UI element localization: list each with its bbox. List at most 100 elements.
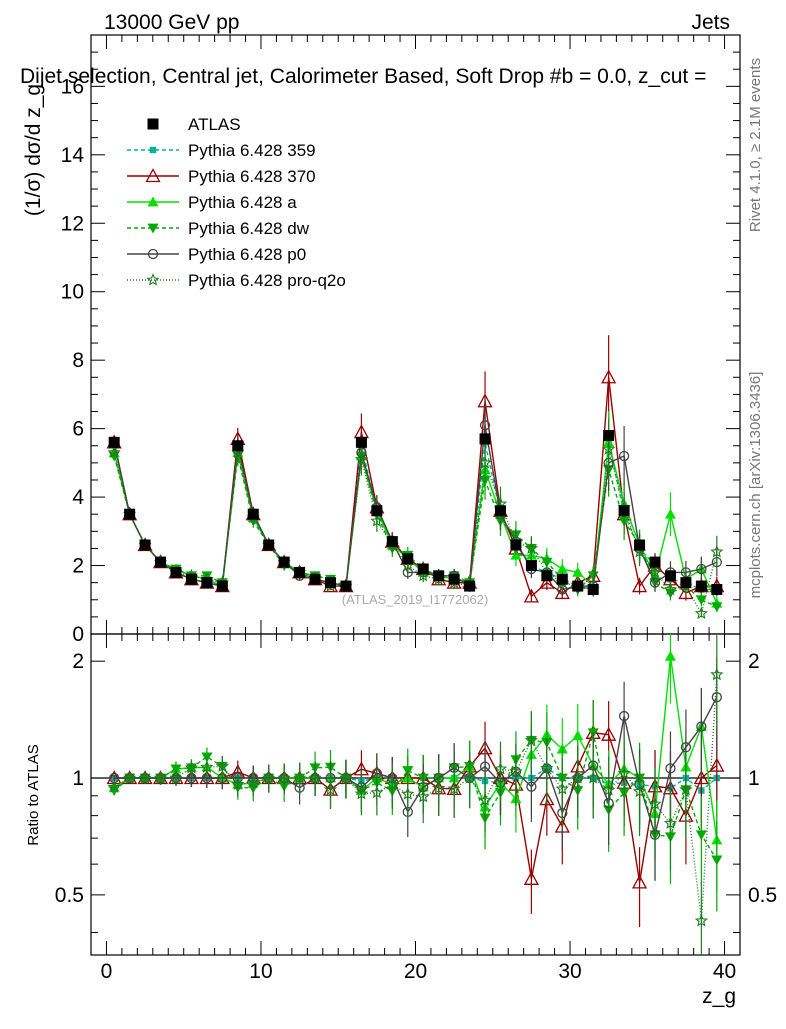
pythia-6-428-pro-q2o-ratio-point	[262, 771, 276, 784]
legend-entry-pythia-6-428-a: Pythia 6.428 a	[127, 193, 297, 212]
main-y-tick-label: 0	[72, 623, 84, 646]
pythia-6-428-pro-q2o-ratio-point	[586, 771, 600, 784]
pythia-6-428-370-ratio-point	[631, 874, 648, 889]
x-tick-label: 10	[249, 960, 272, 983]
atlas-point	[278, 556, 290, 568]
pythia-6-428-pro-q2o-point	[354, 452, 369, 466]
x-tick-label: 30	[558, 960, 581, 983]
atlas-point	[649, 556, 661, 568]
pythia-6-428-pro-q2o-point	[710, 544, 724, 558]
pythia-6-428-pro-q2o-ratio-point	[123, 771, 137, 784]
pythia-6-428-pro-q2o-ratio-point	[602, 783, 616, 796]
atlas-point	[325, 577, 337, 589]
atlas-point	[603, 429, 615, 441]
atlas-point	[464, 580, 476, 592]
atlas-point	[170, 566, 182, 578]
pythia-6-428-pro-q2o-ratio-point	[231, 777, 245, 790]
atlas-point	[386, 536, 398, 548]
atlas-point	[695, 580, 707, 592]
pythia-6-428-pro-q2o-ratio-point	[416, 789, 430, 803]
main-y-tick-label: 2	[72, 555, 84, 578]
pythia-6-428-370-point	[631, 578, 648, 593]
mcplots-label: mcplots.cern.ch [arXiv:1306.3436]	[747, 372, 764, 599]
atlas-point	[355, 436, 367, 448]
atlas-point	[155, 556, 167, 568]
pythia-6-428-pro-q2o-point	[663, 582, 678, 596]
pythia-6-428-a-ratio-point	[572, 730, 584, 741]
pythia-6-428-370-line	[113, 377, 717, 598]
atlas-point	[680, 577, 692, 589]
pythia-6-428-pro-q2o-ratio-point	[169, 771, 183, 784]
pythia-6-428-p0-point	[479, 420, 491, 431]
atlas-point	[711, 584, 723, 596]
atlas-point	[634, 539, 646, 551]
pythia-6-428-dw-point	[541, 557, 553, 568]
rivet-version-label: Rivet 4.1.0, ≥ 2.1M events	[747, 58, 764, 232]
pythia-6-428-a-ratio-point	[664, 650, 676, 661]
pythia-6-428-pro-q2o-ratio-point	[138, 771, 152, 784]
atlas-point	[433, 570, 445, 582]
atlas-point	[587, 584, 599, 596]
pythia-6-428-p0-ratio-point	[618, 710, 630, 722]
pythia-6-428-pro-q2o-point	[524, 541, 538, 555]
pythia-6-428-pro-q2o-ratio-point	[246, 775, 260, 789]
main-y-tick-label: 16	[61, 75, 84, 98]
atlas-point	[572, 580, 584, 592]
atlas-point	[618, 505, 630, 517]
pythia-6-428-pro-q2o-ratio-point	[462, 771, 477, 784]
legend-marker-atlas	[147, 118, 159, 130]
ratio-y-tick-label: 1	[72, 767, 84, 790]
pythia-6-428-a-ratio-line	[113, 656, 718, 841]
y-axis-label-ratio: Ratio to ATLAS	[25, 744, 42, 845]
x-tick-label: 20	[404, 960, 427, 983]
pythia-6-428-pro-q2o-ratio-point	[323, 782, 338, 796]
energy-label: 13000 GeV pp	[104, 11, 239, 34]
pythia-6-428-dw-ratio-point	[201, 752, 213, 763]
atlas-point	[216, 580, 228, 592]
pythia-6-428-pro-q2o-ratio-point	[385, 777, 399, 790]
pythia-6-428-pro-q2o-ratio-point	[354, 786, 369, 800]
pythia-6-428-pro-q2o-point	[370, 514, 384, 527]
pythia-6-428-pro-q2o-ratio-point	[293, 771, 307, 784]
pythia-6-428-a-point	[510, 549, 522, 560]
pythia-6-428-pro-q2o-ratio-point	[432, 781, 446, 794]
atlas-point	[108, 436, 120, 448]
x-tick-label: 0	[101, 960, 113, 983]
atlas-point	[232, 440, 244, 452]
atlas-point	[124, 508, 136, 520]
atlas-point	[371, 505, 383, 517]
analysis-watermark: (ATLAS_2019_I1772062)	[342, 592, 488, 607]
legend-marker-pythia-6-428-a	[147, 196, 159, 207]
plot-title: Dijet selection, Central jet, Calorimete…	[20, 65, 706, 88]
atlas-point	[494, 505, 506, 517]
pythia-6-428-a-point	[572, 566, 584, 577]
pythia-6-428-dw-point	[587, 571, 599, 582]
legend-marker-pythia-6-428-p0	[147, 248, 159, 260]
main-y-tick-label: 6	[72, 418, 84, 441]
legend-label-pythia-6-428-dw: Pythia 6.428 dw	[188, 219, 310, 238]
pythia-6-428-p0-point	[680, 567, 692, 578]
pythia-6-428-pro-q2o-ratio-point	[308, 771, 322, 784]
pythia-6-428-dw-point	[201, 571, 213, 582]
pythia-6-428-pro-q2o-ratio-point	[493, 761, 508, 775]
atlas-point	[201, 577, 213, 589]
pythia-6-428-pro-q2o-ratio-point	[632, 784, 647, 798]
pythia-6-428-pro-q2o-ratio-point	[107, 780, 121, 793]
pythia-6-428-pro-q2o-ratio-point	[694, 913, 708, 927]
main-y-tick-label: 14	[61, 144, 85, 167]
atlas-point	[448, 573, 460, 585]
pythia-6-428-pro-q2o-ratio-point	[540, 761, 554, 774]
pythia-6-428-p0-point	[696, 563, 707, 575]
pythia-6-428-p0-ratio-point	[665, 763, 676, 774]
pythia-6-428-dw-point	[711, 602, 723, 613]
category-label: Jets	[691, 11, 730, 34]
atlas-point	[556, 573, 568, 585]
pythia-6-428-pro-q2o-ratio-point	[710, 667, 724, 681]
ratio-y-tick-label-right: 1	[748, 767, 760, 790]
pythia-6-428-dw-line	[113, 455, 718, 608]
legend-entry-atlas: ATLAS	[147, 115, 241, 134]
pythia-6-428-p0-ratio-line	[114, 696, 718, 838]
pythia-6-428-dw-ratio-point	[711, 855, 723, 866]
pythia-6-428-370-point	[601, 369, 617, 384]
